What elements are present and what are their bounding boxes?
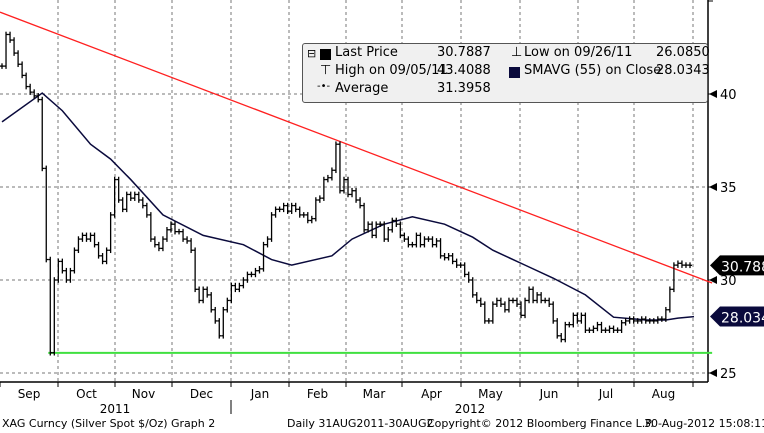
y-tick-label: 35 bbox=[720, 181, 737, 196]
y-tick-arrow-icon bbox=[709, 369, 717, 377]
footer-timestamp: 30-Aug-2012 15:08:11 bbox=[644, 417, 764, 430]
x-tick-label-apr: Apr bbox=[421, 387, 442, 401]
y-tick-arrow-icon bbox=[709, 90, 717, 98]
collapse-icon[interactable]: ⊟ bbox=[307, 47, 317, 60]
footer-range: Daily 31AUG2011-30AUG2 bbox=[287, 417, 434, 430]
last-price-swatch-icon bbox=[320, 49, 331, 60]
x-tick-label-jun: Jun bbox=[539, 387, 559, 401]
last-price-label: 30.7887 bbox=[721, 259, 764, 275]
year-label-2011: 2011 bbox=[100, 402, 131, 416]
sma-55-line bbox=[1, 92, 695, 321]
average-marker-icon: -•- bbox=[317, 81, 331, 92]
x-tick-label-may: May bbox=[478, 387, 503, 401]
y-tick-label: 30 bbox=[720, 274, 737, 289]
legend-sma-value: 28.0343 bbox=[656, 63, 710, 78]
footer-security: XAG Curncy (Silver Spot $/Oz) Graph 2 bbox=[2, 417, 216, 430]
x-tick-label-jan: Jan bbox=[250, 387, 270, 401]
legend-last-price-label: Last Price bbox=[335, 45, 398, 60]
legend-high-label: High on 09/05/11 bbox=[335, 63, 448, 78]
legend-average-value: 31.3958 bbox=[437, 81, 491, 96]
legend: ⊟ Last Price 30.7887 ⊤ High on 09/05/11 … bbox=[302, 43, 710, 103]
y-tick-label: 25 bbox=[720, 367, 737, 382]
sma-last-box bbox=[710, 306, 764, 327]
legend-low-value: 26.0850 bbox=[656, 45, 710, 60]
sma-swatch-icon bbox=[509, 67, 520, 78]
y-tick-label: 40 bbox=[720, 88, 737, 103]
legend-low-label: Low on 09/26/11 bbox=[524, 45, 633, 60]
legend-last-price-value: 30.7887 bbox=[437, 45, 491, 60]
last-price-box bbox=[710, 255, 764, 276]
legend-sma-label: SMAVG (55) on Close bbox=[524, 63, 662, 78]
legend-average-label: Average bbox=[335, 81, 389, 96]
sma-last-label: 28.0343 bbox=[721, 311, 764, 327]
resistance-trendline bbox=[0, 11, 713, 284]
x-tick-label-sep: Sep bbox=[18, 387, 41, 401]
footer-copyright: Copyright© 2012 Bloomberg Finance L.P. bbox=[427, 417, 654, 430]
y-tick-arrow-icon bbox=[709, 183, 717, 191]
year-label-2012: 2012 bbox=[455, 402, 486, 416]
x-tick-label-jul: Jul bbox=[598, 387, 613, 401]
low-marker-icon: ⊥ bbox=[511, 45, 523, 60]
x-tick-label-dec: Dec bbox=[190, 387, 213, 401]
x-tick-label-nov: Nov bbox=[132, 387, 155, 401]
x-tick-label-oct: Oct bbox=[76, 387, 97, 401]
x-tick-label-feb: Feb bbox=[307, 387, 328, 401]
y-tick-arrow-icon bbox=[709, 276, 717, 284]
high-marker-icon: ⊤ bbox=[320, 63, 332, 78]
x-tick-label-mar: Mar bbox=[363, 387, 386, 401]
legend-high-value: 43.4088 bbox=[437, 63, 491, 78]
x-tick-label-aug: Aug bbox=[652, 387, 675, 401]
